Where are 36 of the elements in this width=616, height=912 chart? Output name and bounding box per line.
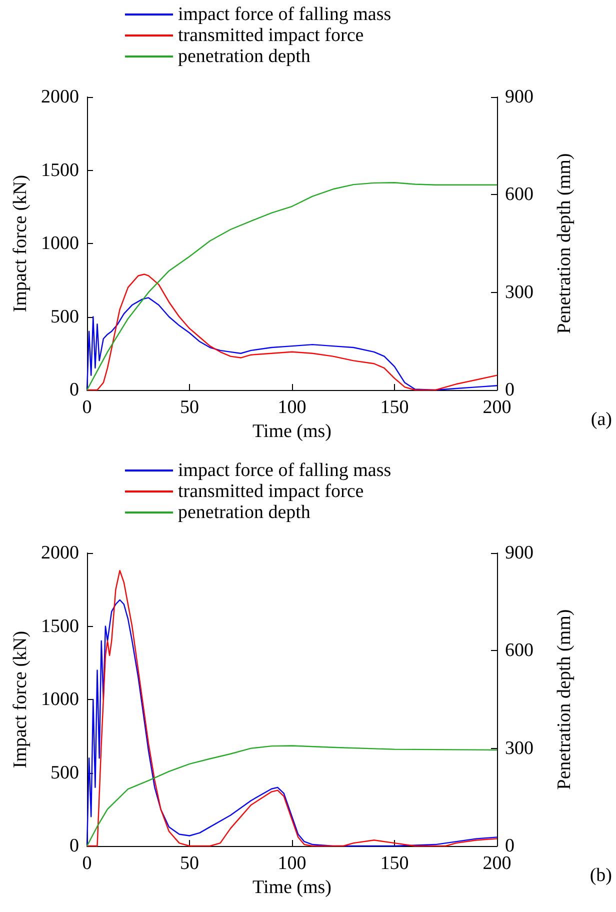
y2-tick-label: 900 <box>505 542 534 564</box>
y2-tick-label: 300 <box>505 282 534 303</box>
y-tick-label: 1500 <box>41 160 79 181</box>
y-tick-label: 1000 <box>41 233 79 254</box>
x-tick-label: 150 <box>380 397 409 418</box>
y2-axis-title: Penetration depth (mm) <box>554 153 575 334</box>
y-axis-title: Impact force (kN) <box>10 630 32 768</box>
y-axis-title: Impact force (kN) <box>10 174 32 312</box>
y2-tick-label: 600 <box>505 640 534 662</box>
legend-label: penetration depth <box>178 502 311 523</box>
y-tick-label: 1000 <box>41 689 79 710</box>
text: (b) <box>590 865 612 886</box>
y2-tick-label: 600 <box>505 184 534 206</box>
y-tick-label: 2000 <box>41 86 79 108</box>
y-tick-label: 0 <box>70 836 79 856</box>
text: (a) <box>590 409 612 430</box>
legend-label: penetration depth <box>178 46 311 67</box>
x-tick-label: 100 <box>278 853 306 874</box>
x-tick-label: 50 <box>180 397 199 418</box>
y2-axis-title: Penetration depth (mm) <box>554 609 575 790</box>
y2-tick-label: 300 <box>505 738 534 759</box>
legend-label: transmitted impact force <box>178 25 364 46</box>
x-tick-label: 100 <box>278 397 306 418</box>
x-axis-title: Time (ms) <box>252 876 332 898</box>
y-tick-label: 500 <box>50 762 79 784</box>
x-tick-label: 150 <box>380 853 409 874</box>
y2-tick-label: 900 <box>505 86 534 108</box>
x-axis-title: Time (ms) <box>252 420 332 442</box>
y-tick-label: 0 <box>70 380 79 400</box>
y-tick-label: 1500 <box>41 616 79 637</box>
legend-label: impact force of falling mass <box>178 4 392 25</box>
x-tick-label: 50 <box>180 853 199 874</box>
y-tick-label: 500 <box>50 306 79 328</box>
legend-label: transmitted impact force <box>178 481 364 502</box>
y-tick-label: 2000 <box>41 542 79 564</box>
legend-label: impact force of falling mass <box>178 460 392 481</box>
